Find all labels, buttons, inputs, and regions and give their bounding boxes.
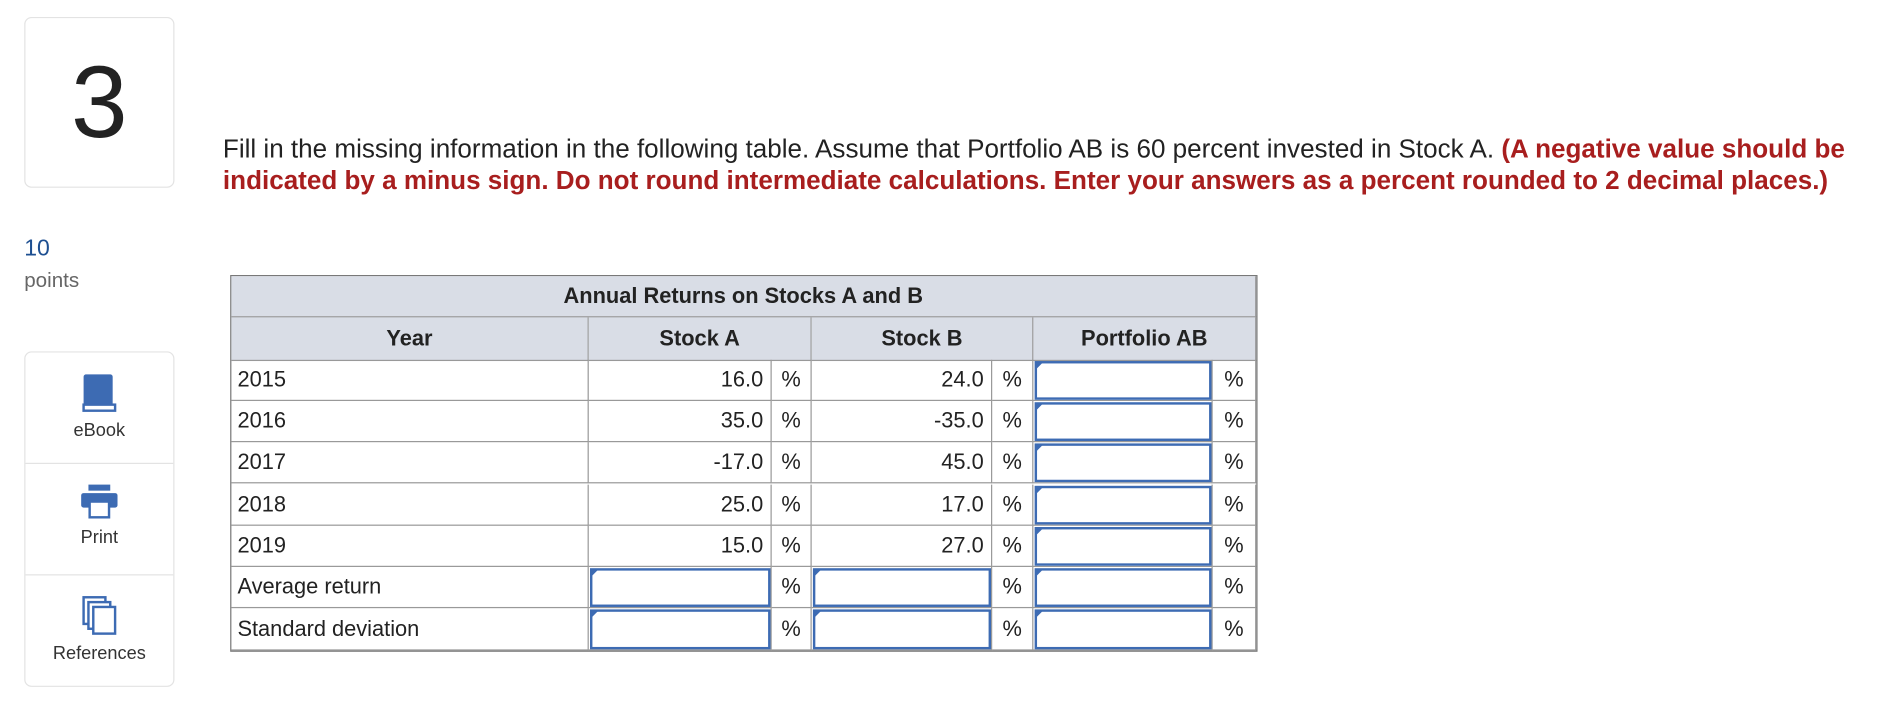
- value-cell: -35.0: [811, 400, 993, 443]
- value-cell: 45.0: [811, 442, 993, 484]
- year-cell: 2017: [231, 442, 589, 484]
- tool-label: Print: [80, 527, 119, 548]
- unit: %: [771, 608, 812, 651]
- tool-label: eBook: [73, 420, 126, 441]
- answer-input[interactable]: [590, 568, 771, 608]
- unit: %: [992, 525, 1034, 568]
- unit: %: [1212, 442, 1257, 484]
- print-icon: [81, 484, 118, 519]
- answer-input[interactable]: [1034, 609, 1212, 649]
- unit: %: [1212, 567, 1257, 609]
- unit: %: [771, 525, 812, 568]
- value-cell: [811, 608, 993, 651]
- value-cell: 27.0: [811, 525, 993, 568]
- value-cell: [1033, 400, 1213, 443]
- points: 10: [24, 236, 50, 262]
- unit: %: [771, 483, 812, 526]
- value-cell: [1033, 359, 1213, 401]
- unit: %: [1212, 400, 1257, 443]
- value-cell: 25.0: [588, 483, 772, 526]
- unit: %: [771, 400, 812, 443]
- answer-input[interactable]: [812, 568, 992, 608]
- instruction-note: (A negative value should be indicated by…: [222, 134, 1845, 196]
- unit: %: [1212, 359, 1257, 401]
- unit: %: [771, 359, 812, 401]
- tool-label: References: [52, 643, 146, 664]
- answer-input[interactable]: [1034, 443, 1212, 483]
- year-cell: 2015: [231, 359, 589, 401]
- column-header: Stock A: [588, 317, 812, 361]
- tools: eBook Print References: [24, 351, 175, 687]
- column-header: Stock B: [811, 317, 1034, 361]
- unit: %: [992, 483, 1034, 526]
- table: Annual Returns on Stocks A and B Year Stoc…: [230, 275, 1258, 652]
- value-cell: [1033, 483, 1213, 526]
- row-label: Average return: [231, 567, 589, 609]
- answer-input[interactable]: [1034, 568, 1212, 608]
- value-cell: 16.0: [588, 359, 772, 401]
- points-label: points: [24, 268, 80, 292]
- instruction: Fill in the missing information in the f…: [223, 133, 1871, 196]
- row-label: Standard deviation: [231, 608, 589, 651]
- answer-input[interactable]: [1034, 485, 1212, 525]
- instruction-text: Fill in the missing information in the f…: [222, 134, 1495, 164]
- question-number: 3: [24, 16, 175, 188]
- value-cell: 35.0: [588, 400, 772, 443]
- value-cell: [811, 567, 993, 609]
- year-cell: 2019: [231, 525, 589, 568]
- value-cell: [1033, 525, 1213, 568]
- book-icon: [82, 374, 117, 412]
- answer-input[interactable]: [1034, 360, 1212, 400]
- references-tool[interactable]: References: [25, 575, 173, 685]
- answer-input[interactable]: [1034, 402, 1212, 442]
- unit: %: [1212, 525, 1257, 568]
- value-cell: -17.0: [588, 442, 772, 484]
- table-title: Annual Returns on Stocks A and B: [231, 276, 1257, 318]
- value-cell: [588, 567, 772, 609]
- unit: %: [992, 442, 1034, 484]
- unit: %: [992, 567, 1034, 609]
- year-cell: 2016: [231, 400, 589, 443]
- unit: %: [771, 567, 812, 609]
- value-cell: [1033, 608, 1213, 651]
- answer-input[interactable]: [590, 609, 771, 649]
- value-cell: [588, 608, 772, 651]
- column-header: Year: [231, 317, 589, 361]
- references-icon: [82, 596, 117, 635]
- unit: %: [992, 608, 1034, 651]
- print-tool[interactable]: Print: [25, 464, 174, 576]
- value-cell: 17.0: [811, 483, 993, 526]
- unit: %: [1212, 608, 1257, 651]
- value-cell: [1033, 567, 1213, 609]
- column-header: Portfolio AB: [1033, 317, 1257, 361]
- answer-input[interactable]: [812, 609, 992, 649]
- value-cell: 24.0: [811, 359, 993, 401]
- year-cell: 2018: [231, 483, 589, 526]
- unit: %: [1212, 483, 1257, 526]
- unit: %: [992, 359, 1034, 401]
- unit: %: [771, 442, 812, 484]
- value-cell: 15.0: [588, 525, 772, 568]
- value-cell: [1033, 442, 1213, 484]
- answer-input[interactable]: [1034, 526, 1212, 566]
- unit: %: [992, 400, 1034, 443]
- ebook-tool[interactable]: eBook: [25, 353, 174, 465]
